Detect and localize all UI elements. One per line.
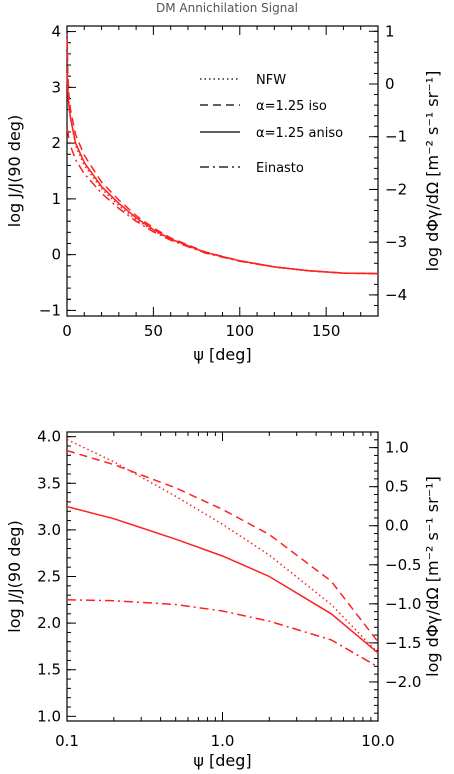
bottom-panel: 0.1 1.0 10.0 1.0 1.5 2.0 2.5 3.0 3.5 4.0 −2.0 −1.5 −… xyxy=(5,428,442,770)
y-axis-label: log J/J(90 deg) xyxy=(5,520,24,632)
x-tick-label: 10.0 xyxy=(361,732,394,750)
y-right-axis-label: log dΦγ/dΩ [m⁻² s⁻¹ sr⁻¹] xyxy=(423,476,442,677)
y-tick-label: 2 xyxy=(51,134,61,152)
legend-label: α=1.25 iso xyxy=(256,99,327,114)
y-tick-label: 0 xyxy=(51,246,61,264)
y-right-tick-label: −1.0 xyxy=(385,595,421,613)
legend-label: NFW xyxy=(256,73,286,88)
series-line--1-25-aniso xyxy=(66,73,379,275)
y-tick-label: 2.5 xyxy=(37,568,61,586)
y-tick-label: 3.5 xyxy=(37,474,61,492)
y-right-tick-label: 0.0 xyxy=(385,517,409,535)
legend-label: Einasto xyxy=(256,161,304,176)
y-right-tick-label: −1 xyxy=(385,128,407,146)
y-tick-label: 1 xyxy=(51,190,61,208)
x-tick-label: 0 xyxy=(62,322,72,340)
x-axis-label: ψ [deg] xyxy=(193,751,251,770)
series-line--1-25-aniso xyxy=(66,505,379,654)
y-right-tick-label: 0 xyxy=(385,75,395,93)
y-tick-label: 3.0 xyxy=(37,521,61,539)
y-axis-label: log J/J(90 deg) xyxy=(5,115,24,227)
series-line-einasto xyxy=(66,599,379,668)
y-tick-label: 1.5 xyxy=(37,661,61,679)
series-line--1-25-iso xyxy=(66,39,379,275)
y-tick-label: 1.0 xyxy=(37,707,61,725)
y-right-tick-label: −0.5 xyxy=(385,556,421,574)
series-line-nfw xyxy=(66,438,379,654)
series-line-nfw xyxy=(66,34,379,275)
y-right-tick-label: −3 xyxy=(385,233,407,251)
y-tick-label: 2.0 xyxy=(37,614,61,632)
y-right-axis-label: log dΦγ/dΩ [m⁻² s⁻¹ sr⁻¹] xyxy=(423,71,442,272)
y-right-tick-label: −2 xyxy=(385,180,407,198)
y-right-tick-label: 1 xyxy=(385,22,395,40)
x-tick-label: 100 xyxy=(225,322,254,340)
x-tick-label: 0.1 xyxy=(55,732,79,750)
y-tick-label: −1 xyxy=(39,301,61,319)
x-tick-label: 1.0 xyxy=(211,732,235,750)
series-line-einasto xyxy=(66,129,379,275)
plot-frame xyxy=(66,431,379,722)
y-tick-label: 4 xyxy=(51,23,61,41)
y-right-tick-label: −4 xyxy=(385,286,407,304)
y-tick-label: 3 xyxy=(51,78,61,96)
y-right-tick-label: −2.0 xyxy=(385,673,421,691)
chart-title: DM Annichilation Signal xyxy=(156,1,298,15)
y-right-tick-label: 0.5 xyxy=(385,478,409,496)
y-right-tick-label: −1.5 xyxy=(385,634,421,652)
x-tick-label: 150 xyxy=(312,322,341,340)
x-axis-label: ψ [deg] xyxy=(193,345,251,364)
legend-label: α=1.25 aniso xyxy=(256,126,343,141)
y-tick-label: 4.0 xyxy=(37,428,61,446)
x-tick-label: 50 xyxy=(144,322,163,340)
y-right-tick-label: 1.0 xyxy=(385,439,409,457)
